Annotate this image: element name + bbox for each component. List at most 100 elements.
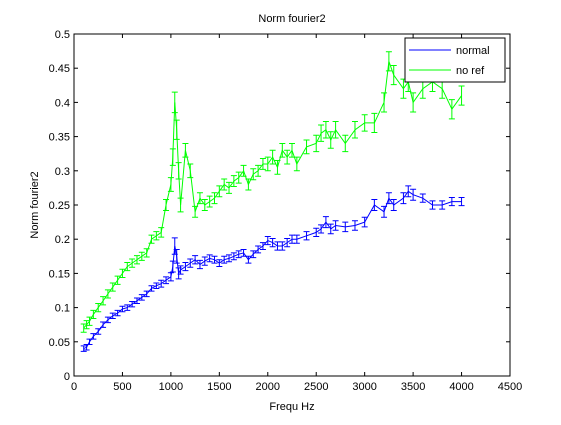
error-bar-normal — [192, 255, 199, 265]
y-tick-label: 0.35 — [49, 132, 70, 144]
error-bar-normal — [129, 300, 136, 308]
error-bar-no-ref — [371, 112, 378, 133]
error-bar-no-ref — [133, 255, 140, 265]
error-bar-no-ref — [390, 64, 397, 86]
error-bar-normal — [303, 231, 310, 241]
error-bar-no-ref — [332, 121, 339, 139]
error-bar-normal — [429, 200, 436, 210]
error-bar-normal — [90, 333, 97, 340]
y-tick-label: 0.45 — [49, 63, 70, 75]
error-bar-no-ref — [255, 164, 262, 177]
error-bar-normal — [187, 258, 194, 268]
error-bar-normal — [439, 200, 446, 210]
error-bar-no-ref — [169, 148, 176, 166]
error-bar-no-ref — [104, 289, 111, 299]
error-bar-no-ref — [171, 91, 178, 114]
error-bar-normal — [419, 193, 426, 203]
error-bar-no-ref — [100, 296, 107, 306]
x-tick-label: 3000 — [352, 381, 376, 393]
error-bar-no-ref — [410, 92, 417, 113]
error-bar-no-ref — [274, 160, 281, 175]
error-bar-no-ref — [153, 231, 160, 241]
error-bar-normal — [327, 223, 334, 235]
error-bar-no-ref — [259, 157, 266, 170]
error-bar-no-ref — [240, 164, 247, 177]
error-bar-no-ref — [264, 156, 271, 172]
x-tick-label: 0 — [71, 381, 77, 393]
error-bar-normal — [390, 199, 397, 211]
error-bar-normal — [153, 282, 160, 289]
error-bar-no-ref — [351, 121, 358, 139]
error-bar-normal — [124, 304, 131, 311]
ticks-layer: 0 500 1000 1500 2000 2500 3000 3500 4000 4500 0 0.0… — [49, 29, 523, 393]
error-bar-normal — [173, 248, 180, 264]
error-bar-no-ref — [245, 178, 252, 191]
error-bar-normal — [235, 250, 242, 259]
legend-label-normal: normal — [456, 45, 490, 57]
error-bar-no-ref — [80, 323, 87, 333]
error-bar-normal — [206, 254, 213, 263]
error-bar-normal — [245, 255, 252, 264]
error-bar-normal — [332, 220, 339, 231]
error-bar-normal — [148, 285, 155, 292]
error-bar-normal — [259, 242, 266, 250]
error-bar-no-ref — [318, 124, 325, 142]
error-bar-no-ref — [192, 205, 199, 218]
error-bar-normal — [448, 196, 455, 207]
y-tick-label: 0.2 — [55, 234, 70, 246]
error-bar-normal — [201, 256, 208, 266]
error-bar-normal — [182, 261, 189, 272]
error-bar-no-ref — [322, 121, 329, 139]
error-bar-no-ref — [269, 149, 276, 165]
error-bar-normal — [211, 255, 218, 264]
error-bar-normal — [400, 192, 407, 205]
error-bar-normal — [196, 259, 203, 270]
error-bar-normal — [95, 328, 102, 335]
x-tick-label: 1000 — [159, 381, 183, 393]
error-bar-no-ref — [187, 163, 194, 179]
error-bar-normal — [385, 192, 392, 205]
error-bar-normal — [114, 309, 121, 317]
error-bar-no-ref — [458, 85, 465, 106]
error-bar-normal — [221, 255, 228, 264]
error-bar-normal — [104, 316, 111, 324]
error-bar-normal — [410, 188, 417, 201]
error-bar-normal — [269, 238, 276, 248]
error-bar-normal — [361, 216, 368, 228]
error-bar-no-ref — [138, 251, 145, 261]
y-tick-label: 0.25 — [49, 200, 70, 212]
error-bar-normal — [342, 221, 349, 233]
error-bar-no-ref — [129, 258, 136, 268]
error-bar-normal — [293, 234, 300, 244]
error-bar-normal — [264, 235, 271, 246]
error-bar-no-ref — [175, 162, 182, 180]
legend-box — [404, 37, 506, 83]
error-bar-no-ref — [86, 316, 93, 326]
y-tick-label: 0.5 — [55, 29, 70, 41]
error-bar-normal — [313, 227, 320, 237]
error-bar-normal — [119, 305, 126, 313]
error-bar-normal — [138, 294, 145, 301]
error-bar-normal — [158, 279, 165, 288]
y-tick-label: 0.1 — [55, 303, 70, 315]
error-bar-normal — [100, 321, 107, 328]
error-bar-no-ref — [109, 282, 116, 292]
error-bar-normal — [226, 254, 233, 263]
error-bar-no-ref — [182, 142, 189, 158]
error-bar-no-ref — [385, 51, 392, 72]
error-bar-no-ref — [206, 195, 213, 208]
y-axis-label: Norm fourier2 — [29, 171, 41, 238]
error-bar-no-ref — [177, 197, 184, 213]
error-bar-no-ref — [148, 234, 155, 244]
error-bar-normal — [167, 272, 174, 282]
error-bar-no-ref — [381, 92, 388, 113]
error-bar-no-ref — [250, 168, 257, 181]
error-bar-no-ref — [342, 134, 349, 153]
error-bar-normal — [133, 297, 140, 304]
error-bar-no-ref — [221, 178, 228, 191]
legend: normal no ref — [404, 37, 506, 83]
error-bar-normal — [255, 245, 262, 254]
error-bar-no-ref — [119, 268, 126, 279]
